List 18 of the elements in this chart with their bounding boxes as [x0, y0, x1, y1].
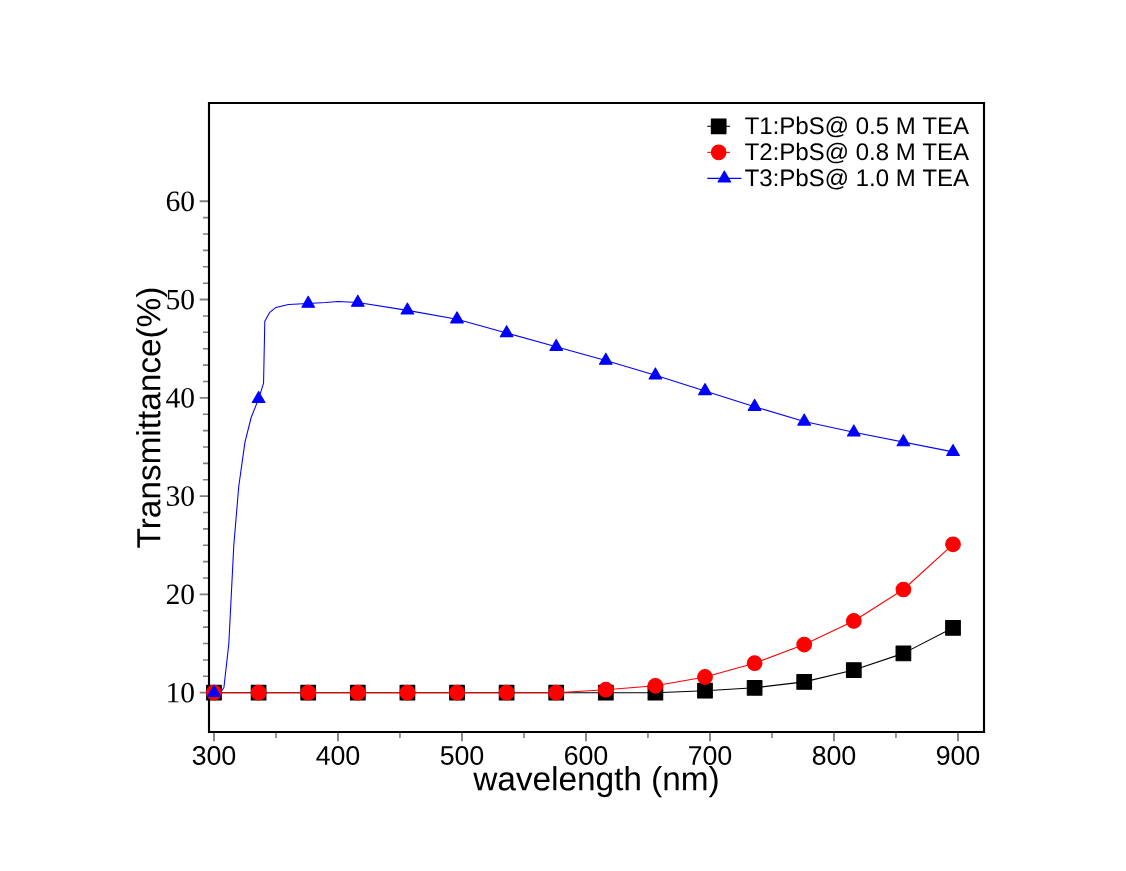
x-axis-title: wavelength (nm) — [473, 766, 718, 798]
y-tick-label: 60 — [166, 191, 194, 212]
y-tick-label: 30 — [167, 486, 194, 507]
y-axis-title: Transmittance(%) — [136, 288, 168, 548]
x-tick-label: 600 — [565, 746, 608, 765]
x-tick-label: 400 — [316, 746, 360, 765]
legend-label: T1:PbS@ 0.5 M TEA — [745, 116, 970, 138]
y-tick-label: 40 — [166, 387, 194, 408]
x-tick-label: 900 — [936, 746, 980, 765]
x-tick-label: 700 — [689, 746, 732, 765]
y-tick-label: 50 — [167, 289, 194, 310]
x-tick-label: 800 — [812, 746, 856, 765]
x-tick-label: 300 — [192, 746, 236, 765]
x-tick-label: 500 — [440, 746, 484, 765]
legend-label: T3:PbS@ 1.0 M TEA — [745, 168, 970, 190]
y-tick-label: 20 — [166, 584, 194, 605]
y-tick-label: 10 — [168, 682, 194, 703]
legend-label: T2:PbS@ 0.8 M TEA — [745, 142, 970, 164]
